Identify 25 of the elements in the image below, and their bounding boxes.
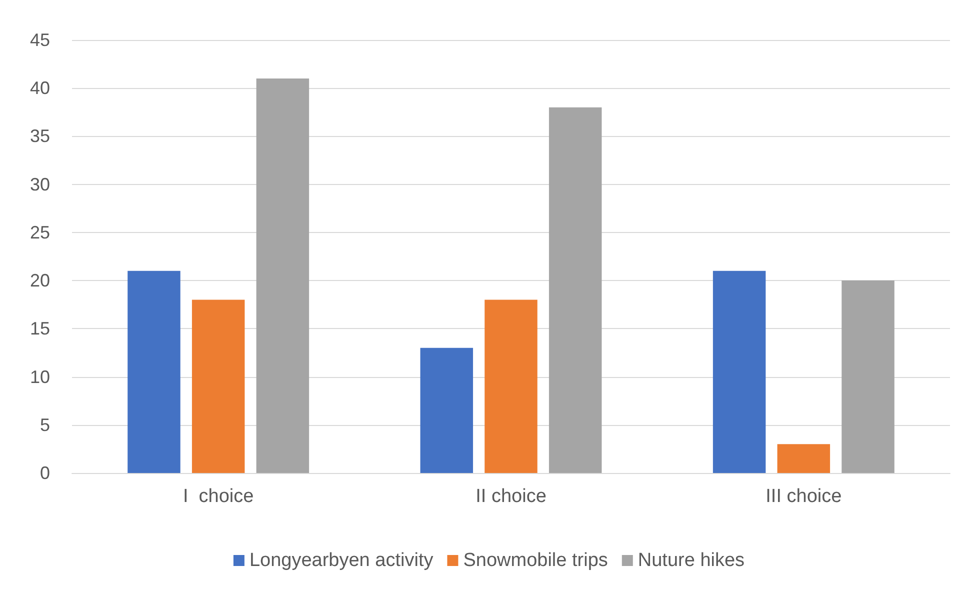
y-tick-label: 5 — [40, 414, 50, 435]
y-tick-label: 25 — [30, 222, 50, 242]
y-tick-label: 20 — [30, 270, 50, 291]
y-tick-label: 30 — [30, 174, 50, 194]
y-tick-label: 0 — [40, 463, 50, 483]
y-tick-label: 35 — [30, 126, 50, 146]
legend-label: Snowmobile trips — [463, 550, 608, 571]
bar — [712, 270, 766, 473]
bar — [256, 78, 310, 473]
bar — [548, 107, 602, 473]
bar — [192, 300, 245, 473]
y-tick-label: 40 — [30, 78, 50, 98]
bar — [420, 348, 474, 473]
bar — [777, 444, 830, 473]
bar — [128, 270, 180, 473]
bar — [484, 300, 538, 473]
legend-label: Longyearbyen activity — [249, 550, 434, 571]
y-tick-label: 10 — [30, 366, 50, 387]
y-tick-label: 15 — [30, 318, 50, 339]
x-tick-label: I choice — [182, 486, 254, 507]
y-tick-label: 45 — [30, 30, 50, 50]
legend-label: Nuture hikes — [638, 550, 745, 571]
x-tick-label: II choice — [476, 486, 546, 507]
bar — [842, 280, 894, 473]
x-tick-label: III choice — [766, 486, 842, 507]
